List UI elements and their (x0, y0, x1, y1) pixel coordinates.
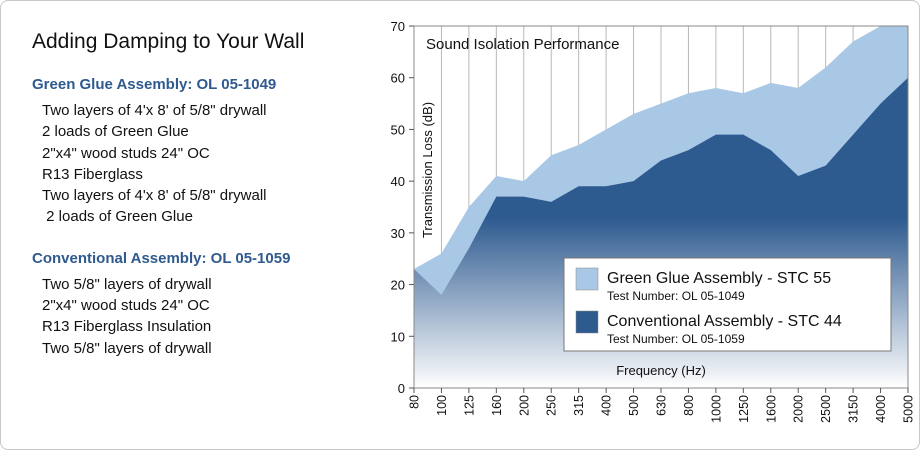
list-item: 2 loads of Green Glue (42, 123, 189, 141)
green-glue-heading: Green Glue Assembly: OL 05-1049 (32, 76, 277, 93)
list-item: 2"x4" wood studs 24" OC (42, 144, 210, 162)
x-tick-label: 315 (572, 395, 586, 416)
y-tick-label: 10 (391, 329, 405, 344)
list-item: Two 5/8" layers of drywall (42, 339, 212, 357)
list-item: Two layers of 4'x 8' of 5/8" drywall (42, 102, 267, 119)
x-tick-label: 1600 (764, 395, 778, 423)
legend-label-green-glue: Green Glue Assembly - STC 55 (607, 270, 831, 287)
list-item: 2"x4" wood studs 24" OC (42, 297, 210, 315)
list-item: Two layers of 4'x 8' of 5/8" drywall (42, 187, 267, 205)
legend-label-conventional: Conventional Assembly - STC 44 (607, 313, 842, 330)
assembly-description-panel: Adding Damping to Your Wall Green Glue A… (32, 30, 362, 381)
legend: Green Glue Assembly - STC 55 Test Number… (563, 257, 892, 352)
legend-swatch-conventional (575, 310, 599, 334)
x-tick-label: 2500 (819, 395, 833, 423)
chart-title: Sound Isolation Performance (426, 36, 619, 53)
legend-test-number-green-glue: Test Number: OL 05-1049 (607, 289, 745, 303)
legend-test-number-conventional: Test Number: OL 05-1059 (607, 332, 745, 346)
conventional-section: Conventional Assembly: OL 05-1059 Two 5/… (32, 250, 362, 359)
list-item: R13 Fiberglass Insulation (42, 318, 212, 336)
conventional-heading: Conventional Assembly: OL 05-1059 (32, 249, 291, 267)
x-tick-label: 800 (682, 395, 696, 416)
x-tick-label: 5000 (902, 395, 916, 423)
x-tick-label: 100 (435, 395, 449, 416)
x-tick-label: 400 (600, 395, 614, 416)
y-tick-label: 40 (391, 174, 405, 189)
x-axis-label: Frequency (Hz) (616, 363, 706, 378)
x-tick-label: 250 (545, 395, 559, 416)
y-axis-label: Transmission Loss (dB) (420, 102, 435, 238)
page-title: Adding Damping to Your Wall (32, 30, 305, 53)
y-tick-label: 20 (391, 278, 405, 293)
green-glue-section: Green Glue Assembly: OL 05-1049 Two laye… (32, 76, 362, 228)
y-tick-label: 50 (391, 122, 405, 137)
x-tick-label: 630 (655, 395, 669, 416)
x-tick-label: 1250 (737, 395, 751, 423)
x-tick-label: 1000 (709, 395, 723, 423)
y-tick-label: 0 (398, 381, 405, 396)
x-tick-label: 4000 (874, 395, 888, 423)
x-tick-label: 160 (490, 395, 504, 416)
legend-box (563, 257, 892, 352)
x-tick-label: 2000 (792, 395, 806, 423)
axes: 0 10 20 30 40 50 60 70 80 100 125 160 200 250 315 400 50… (391, 19, 916, 423)
y-tick-label: 30 (391, 226, 405, 241)
list-item: 2 loads of Green Glue (42, 208, 193, 226)
x-tick-label: 125 (462, 395, 476, 416)
conventional-items: Two 5/8" layers of drywall 2"x4" wood st… (42, 274, 362, 359)
list-item: R13 Fiberglass (42, 165, 143, 183)
x-tick-label: 500 (627, 395, 641, 416)
y-tick-label: 60 (391, 71, 405, 86)
legend-swatch-green-glue (575, 267, 599, 291)
y-tick-label: 70 (391, 19, 405, 34)
x-tick-label: 200 (517, 395, 531, 416)
green-glue-items: Two layers of 4'x 8' of 5/8" drywall 2 l… (42, 100, 362, 228)
list-item: Two 5/8" layers of drywall (42, 275, 212, 293)
x-tick-label: 3150 (847, 395, 861, 423)
x-tick-label: 80 (408, 395, 422, 409)
